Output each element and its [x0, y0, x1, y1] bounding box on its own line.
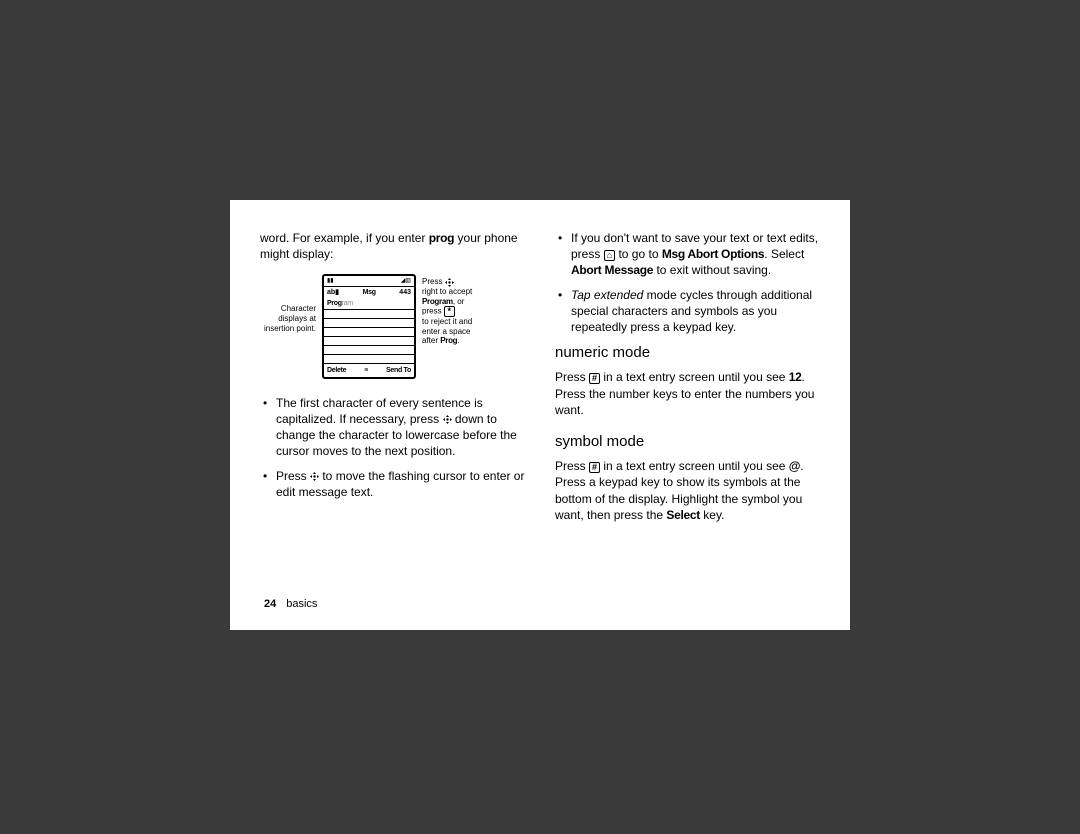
- cr-l7-bold: Prog: [440, 336, 457, 345]
- phone-diagram: Character displays at insertion point. ▮…: [260, 274, 525, 378]
- sym-mid: in a text entry screen until you see: [600, 459, 789, 473]
- bullet-text: Press: [276, 469, 310, 483]
- bt-bold1: Msg Abort Options: [662, 247, 764, 261]
- cr-l7: after Prog.: [422, 336, 492, 346]
- select-key-label: Select: [666, 508, 700, 522]
- phone-title: Msg: [363, 288, 376, 297]
- cr-l3-bold: Program: [422, 297, 453, 306]
- star-key-icon: *: [444, 306, 455, 317]
- page-footer: 24 basics: [264, 598, 317, 610]
- num-pre: Press: [555, 370, 589, 384]
- cr-l4: press *: [422, 306, 492, 317]
- symbol-mode-heading: symbol mode: [555, 432, 820, 452]
- sym-post2: key.: [700, 508, 724, 522]
- nav-key-icon: [443, 415, 452, 424]
- bt-bold2: Abort Message: [571, 263, 653, 277]
- left-column: word. For example, if you enter prog you…: [260, 230, 525, 523]
- left-bullet-list: The first character of every sentence is…: [260, 395, 525, 500]
- phone-blank-line: [324, 337, 414, 346]
- bt-post: to exit without saving.: [653, 263, 771, 277]
- intro-paragraph: word. For example, if you enter prog you…: [260, 230, 525, 262]
- phone-screen: ▮▮ ◢▥ ab▮ Msg 443 Program: [322, 274, 416, 378]
- typed-text: Prog: [327, 300, 342, 307]
- phone-blank-line: [324, 310, 414, 319]
- phone-mode-indicator: ab▮: [327, 288, 339, 297]
- section-name: basics: [286, 598, 317, 610]
- phone-softkeys: Delete ≡ Send To: [324, 364, 414, 376]
- softkey-menu-icon: ≡: [364, 366, 368, 375]
- list-item: If you don't want to save your text or t…: [555, 230, 820, 279]
- phone-blank-line: [324, 328, 414, 337]
- status-battery-icon: ◢▥: [401, 277, 411, 285]
- cr-l3: Program, or: [422, 297, 492, 307]
- cr-l7-post: .: [457, 336, 459, 345]
- phone-counter: 443: [399, 288, 411, 297]
- two-column-layout: word. For example, if you enter prog you…: [260, 230, 820, 523]
- cr-l5: to reject it and: [422, 317, 492, 327]
- symbol-indicator: @: [789, 459, 800, 473]
- sym-pre: Press: [555, 459, 589, 473]
- callout-r-l1: Press: [422, 277, 492, 287]
- cr-l6: enter a space: [422, 327, 492, 337]
- cr-l1-text: Press: [422, 277, 445, 286]
- list-item: Press to move the flashing cursor to ent…: [260, 468, 525, 500]
- bt-mid1: to go to: [615, 247, 662, 261]
- callout-right: Press right to accept Program, or press …: [422, 274, 492, 346]
- status-signal-icon: ▮▮: [327, 277, 334, 285]
- numeric-mode-paragraph: Press # in a text entry screen until you…: [555, 369, 820, 418]
- nav-key-icon: [310, 472, 319, 481]
- page-number: 24: [264, 598, 276, 610]
- end-key-icon: ⌂: [604, 250, 615, 261]
- right-column: If you don't want to save your text or t…: [555, 230, 820, 523]
- phone-text-entry: Program: [324, 299, 414, 310]
- phone-header-row: ab▮ Msg 443: [324, 287, 414, 298]
- suggested-text: ram: [342, 300, 353, 307]
- cr-l7-pre: after: [422, 336, 440, 345]
- manual-page: word. For example, if you enter prog you…: [230, 200, 850, 630]
- callout-left-line3: insertion point.: [260, 324, 316, 334]
- phone-blank-line: [324, 319, 414, 328]
- phone-blank-line: [324, 346, 414, 355]
- list-item: Tap extended mode cycles through additio…: [555, 287, 820, 336]
- cr-l2: right to accept: [422, 287, 492, 297]
- softkey-right: Send To: [386, 366, 411, 375]
- symbol-mode-paragraph: Press # in a text entry screen until you…: [555, 458, 820, 523]
- bt2-italic: Tap extended: [571, 288, 643, 302]
- cr-l3-post: , or: [453, 297, 465, 306]
- bt-mid2: . Select: [764, 247, 804, 261]
- callout-left: Character displays at insertion point.: [260, 274, 316, 333]
- intro-pre: word. For example, if you enter: [260, 231, 429, 245]
- intro-bold: prog: [429, 231, 454, 245]
- phone-blank-line: [324, 355, 414, 364]
- num-mid: in a text entry screen until you see: [600, 370, 789, 384]
- numeric-mode-heading: numeric mode: [555, 343, 820, 363]
- phone-status-bar: ▮▮ ◢▥: [324, 276, 414, 287]
- list-item: The first character of every sentence is…: [260, 395, 525, 460]
- callout-left-line2: displays at: [260, 314, 316, 324]
- hash-key-icon: #: [589, 373, 600, 384]
- right-bullet-list: If you don't want to save your text or t…: [555, 230, 820, 335]
- callout-left-line1: Character: [260, 304, 316, 314]
- softkey-left: Delete: [327, 366, 346, 375]
- numeric-indicator: 12: [789, 370, 802, 384]
- hash-key-icon: #: [589, 462, 600, 473]
- nav-key-icon: [445, 278, 454, 287]
- cr-l4-pre: press: [422, 307, 444, 316]
